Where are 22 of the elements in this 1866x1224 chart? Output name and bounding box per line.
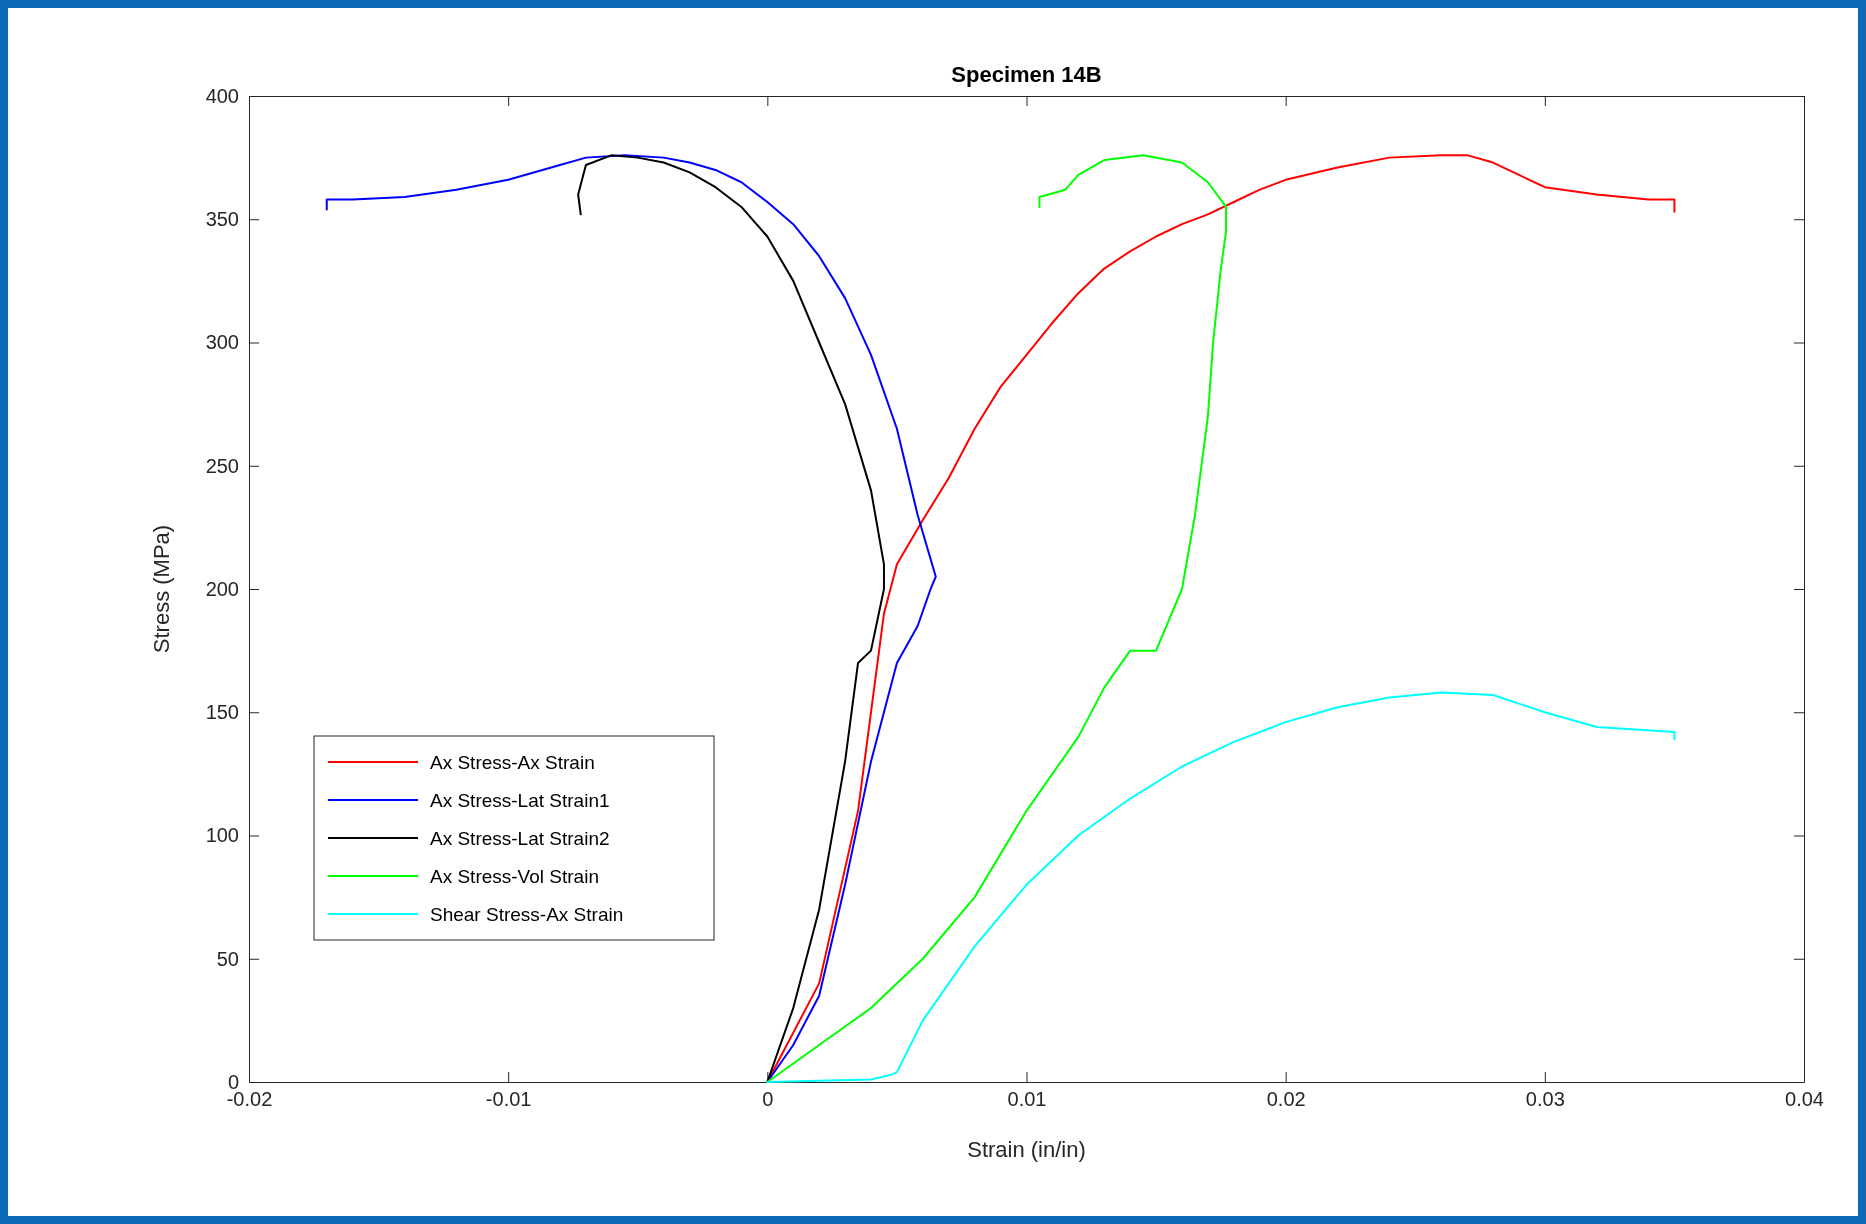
y-tick-label: 100 [205, 824, 239, 847]
y-tick-label: 150 [205, 701, 239, 724]
legend-label: Ax Stress-Ax Strain [430, 752, 595, 773]
x-tick-label: 0.02 [1266, 1088, 1306, 1111]
y-tick-label: 200 [205, 577, 239, 600]
chart-title: Specimen 14B [951, 62, 1102, 87]
legend-label: Ax Stress-Lat Strain2 [430, 828, 610, 849]
y-tick-label: 50 [216, 947, 239, 970]
y-tick-label: 400 [205, 84, 239, 107]
x-tick-label: 0 [762, 1088, 774, 1111]
x-tick-label: -0.01 [485, 1088, 532, 1111]
legend-label: Ax Stress-Vol Strain [430, 866, 599, 887]
legend-label: Ax Stress-Lat Strain1 [430, 790, 610, 811]
x-axis-title: Strain (in/in) [967, 1137, 1086, 1162]
x-tick-label: 0.03 [1525, 1088, 1565, 1111]
y-tick-label: 300 [205, 331, 239, 354]
legend-label: Shear Stress-Ax Strain [430, 904, 624, 925]
y-tick-label: 250 [205, 454, 239, 477]
y-axis-title: Stress (MPa) [149, 524, 174, 654]
x-tick-label: 0.04 [1785, 1088, 1824, 1111]
x-tick-label: 0.01 [1007, 1088, 1047, 1111]
y-tick-label: 350 [205, 208, 239, 231]
